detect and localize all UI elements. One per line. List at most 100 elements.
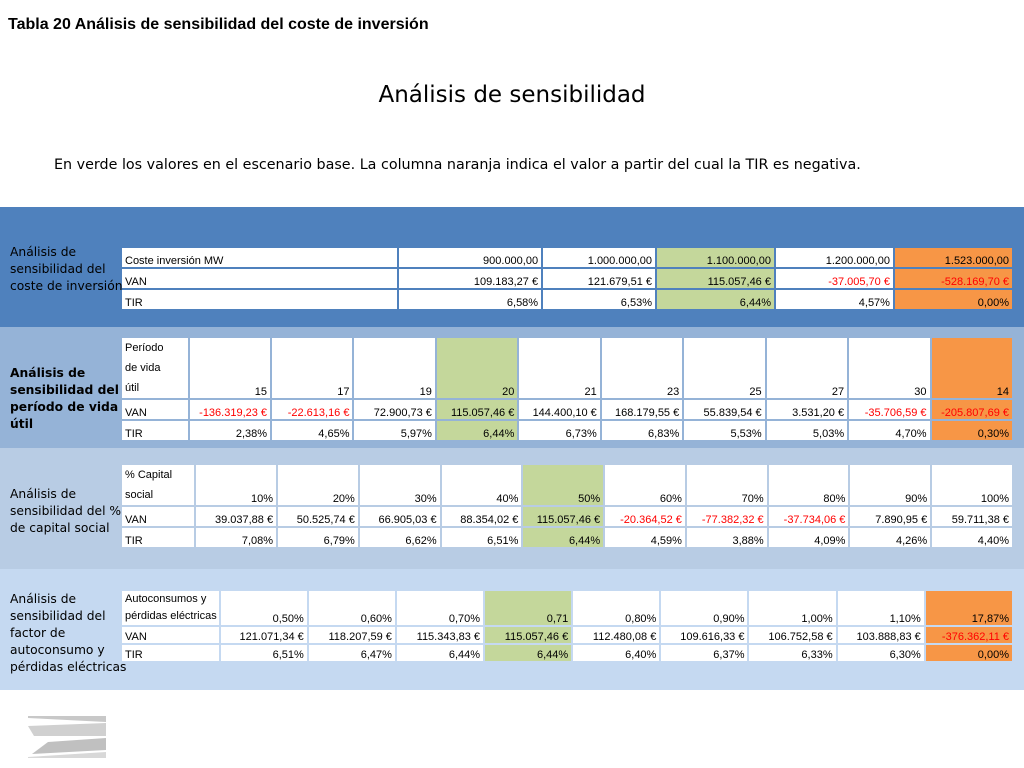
- table-cell: 6,33%: [749, 645, 836, 661]
- table-row: Autoconsumos y pérdidas eléctricas 0,50%…: [122, 591, 1012, 625]
- table-cell: 109.616,33 €: [661, 627, 748, 643]
- table-cell: 6,79%: [278, 528, 358, 547]
- table-cell: 0,60%: [308, 591, 395, 625]
- table-cell: 90%: [850, 465, 931, 505]
- table-cell: 5,97%: [354, 421, 435, 440]
- table-cell: 7,08%: [196, 528, 277, 547]
- table-cell-base: 50%: [523, 465, 604, 505]
- table-cell: 112.480,08 €: [573, 627, 660, 643]
- table-row: TIR 6,58% 6,53% 6,44% 4,57% 0,00%: [122, 290, 1012, 309]
- table-cell: 1,10%: [837, 591, 924, 625]
- table-cell: 20%: [278, 465, 358, 505]
- logo-stripes-icon: [28, 716, 106, 758]
- table-cell: 1.200.000,00: [775, 248, 893, 267]
- table-cell: -37.734,06 €: [768, 507, 849, 526]
- table-cell-threshold: 0,00%: [894, 290, 1012, 309]
- table-cell: 6,30%: [837, 645, 924, 661]
- table-cell: 6,62%: [359, 528, 440, 547]
- label-line: sensibilidad del: [10, 383, 119, 397]
- table-cell: 6,47%: [308, 645, 395, 661]
- table-coste-inversion: Coste inversión MW 900.000,00 1.000.000,…: [120, 246, 1014, 311]
- table-cell: -37.005,70 €: [775, 269, 893, 288]
- label-line: coste de inversión: [10, 279, 123, 293]
- row-header: VAN: [122, 269, 397, 288]
- table-cell: 5,03%: [766, 421, 848, 440]
- table-cell: 103.888,83 €: [837, 627, 924, 643]
- label-line: sensibilidad del: [10, 262, 106, 276]
- table-cell: 39.037,88 €: [196, 507, 277, 526]
- table-cell-threshold: 1.523.000,00: [894, 248, 1012, 267]
- table-row: VAN 109.183,27 € 121.679,51 € 115.057,46…: [122, 269, 1012, 288]
- table-cell: 66.905,03 €: [359, 507, 440, 526]
- table-cell: -20.364,52 €: [605, 507, 685, 526]
- table-cell: 0,50%: [220, 591, 307, 625]
- table-cell: 6,53%: [543, 290, 655, 309]
- row-header: TIR: [122, 645, 219, 661]
- label-line: sensibilidad del: [10, 609, 106, 623]
- header-line: de vida: [125, 362, 161, 374]
- table-cell: 121.071,34 €: [220, 627, 307, 643]
- header-line: pérdidas eléctricas: [125, 610, 217, 622]
- label-line: autoconsumo y: [10, 643, 105, 657]
- table-cell: 3.531,20 €: [766, 400, 848, 419]
- table-cell: 15: [189, 338, 271, 398]
- table-row: VAN -136.319,23 € -22.613,16 € 72.900,73…: [122, 400, 1012, 419]
- table-cell: 23: [601, 338, 683, 398]
- label-line: Análisis de: [10, 487, 77, 501]
- header-line: Autoconsumos y: [125, 593, 207, 605]
- row-header: VAN: [122, 507, 195, 526]
- table-cell: 27: [766, 338, 848, 398]
- table-cell: 0,70%: [396, 591, 484, 625]
- table-cell: 0,80%: [573, 591, 660, 625]
- table-cell: 5,53%: [684, 421, 765, 440]
- table-cell: 4,65%: [272, 421, 353, 440]
- table-cell-base: 1.100.000,00: [657, 248, 774, 267]
- table-cell: 6,51%: [220, 645, 307, 661]
- label-line: de capital social: [10, 521, 110, 535]
- document-title: Tabla 20 Análisis de sensibilidad del co…: [8, 16, 429, 33]
- table-cell: 7.890,95 €: [850, 507, 931, 526]
- table-cell: 60%: [605, 465, 685, 505]
- table-cell: 6,51%: [441, 528, 522, 547]
- table-cell: 0,90%: [661, 591, 748, 625]
- section-label-vida-util: Análisis de sensibilidad del período de …: [10, 365, 119, 433]
- label-line: pérdidas eléctricas: [10, 660, 127, 674]
- table-row: TIR 2,38% 4,65% 5,97% 6,44% 6,73% 6,83% …: [122, 421, 1012, 440]
- label-line: factor de: [10, 626, 66, 640]
- table-cell: 70%: [686, 465, 767, 505]
- table-cell: 72.900,73 €: [354, 400, 435, 419]
- table-cell: 17: [272, 338, 353, 398]
- table-cell: 6,73%: [519, 421, 600, 440]
- legend-note: En verde los valores en el escenario bas…: [54, 157, 861, 173]
- table-cell: 115.343,83 €: [396, 627, 484, 643]
- table-cell-base: 115.057,46 €: [485, 627, 572, 643]
- row-header: Autoconsumos y pérdidas eléctricas: [122, 591, 219, 625]
- table-cell: 80%: [768, 465, 849, 505]
- table-cell: 4,26%: [850, 528, 931, 547]
- table-cell: -77.382,32 €: [686, 507, 767, 526]
- table-cell-threshold: 17,87%: [925, 591, 1012, 625]
- table-cell: 19: [354, 338, 435, 398]
- table-cell: 6,40%: [573, 645, 660, 661]
- page-title: Análisis de sensibilidad: [378, 82, 646, 108]
- table-cell: 4,40%: [932, 528, 1012, 547]
- table-cell: 144.400,10 €: [519, 400, 600, 419]
- table-capital-social: % Capital social 10% 20% 30% 40% 50% 60%…: [120, 463, 1014, 549]
- label-line: sensibilidad del %: [10, 504, 122, 518]
- label-line: Análisis de: [10, 245, 77, 259]
- row-header: TIR: [122, 290, 397, 309]
- table-cell-threshold: 14: [931, 338, 1012, 398]
- row-header: VAN: [122, 627, 219, 643]
- table-cell-base: 115.057,46 €: [523, 507, 604, 526]
- table-row: % Capital social 10% 20% 30% 40% 50% 60%…: [122, 465, 1012, 505]
- row-header: VAN: [122, 400, 188, 419]
- table-cell-base: 115.057,46 €: [436, 400, 518, 419]
- label-line: Análisis de: [10, 366, 86, 380]
- table-cell-base: 6,44%: [523, 528, 604, 547]
- table-cell: 2,38%: [189, 421, 271, 440]
- table-cell-base: 115.057,46 €: [657, 269, 774, 288]
- table-cell-threshold: 0,30%: [931, 421, 1012, 440]
- table-cell: 55.839,54 €: [684, 400, 765, 419]
- table-row: TIR 6,51% 6,47% 6,44% 6,44% 6,40% 6,37% …: [122, 645, 1012, 661]
- table-cell: 4,59%: [605, 528, 685, 547]
